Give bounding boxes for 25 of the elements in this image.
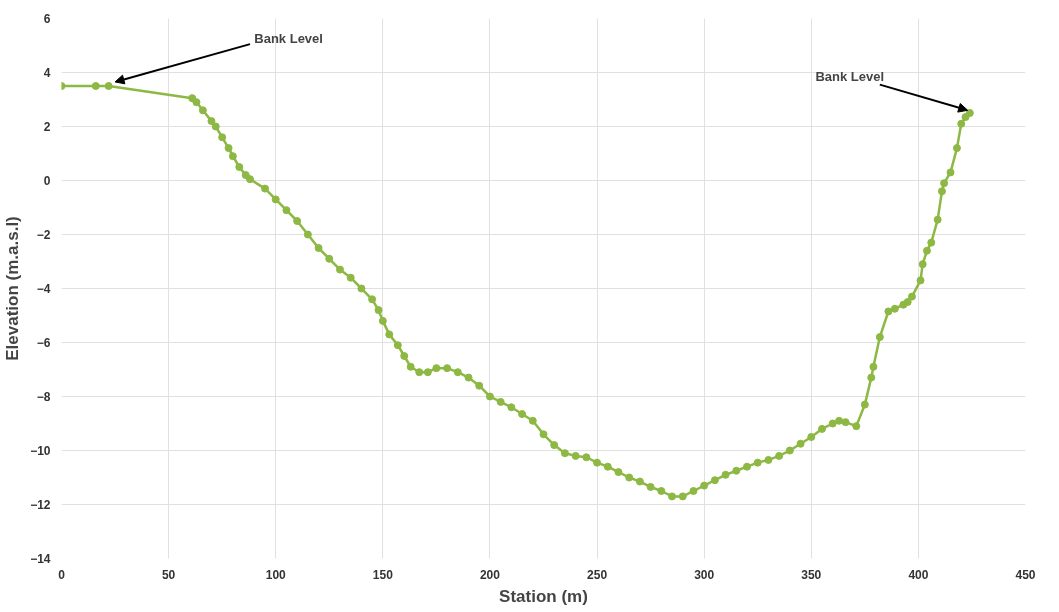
y-axis-title: Elevation (m.a.s.l) [3, 216, 23, 361]
y-tick-label: 2 [43, 120, 51, 134]
x-tick-label: 0 [58, 567, 66, 582]
x-tick-label: 450 [1015, 567, 1036, 582]
y-tick-label: 0 [43, 174, 51, 188]
y-tick-label: −2 [36, 228, 51, 242]
y-tick-label: −6 [36, 336, 51, 350]
x-tick-label: 100 [265, 567, 287, 582]
y-tick-label: −8 [36, 390, 51, 404]
x-tick-label: 50 [161, 567, 176, 582]
x-tick-label: 250 [587, 567, 608, 582]
annotation: Bank Level [815, 69, 885, 85]
annotation: Bank Level [254, 31, 323, 47]
y-tick-label: −10 [30, 444, 51, 458]
y-tick-label: −12 [30, 498, 51, 512]
x-tick-label: 400 [908, 567, 929, 582]
y-tick-label: 6 [43, 12, 51, 26]
x-tick-label: 150 [372, 567, 394, 582]
x-tick-label: 200 [479, 567, 501, 582]
x-axis-title: Station (m) [499, 586, 588, 606]
x-tick-label: 300 [694, 567, 715, 582]
y-tick-label: −14 [30, 552, 51, 566]
x-tick-label: 350 [801, 567, 822, 582]
y-tick-label: −4 [36, 282, 51, 296]
y-tick-label: 4 [43, 66, 51, 80]
